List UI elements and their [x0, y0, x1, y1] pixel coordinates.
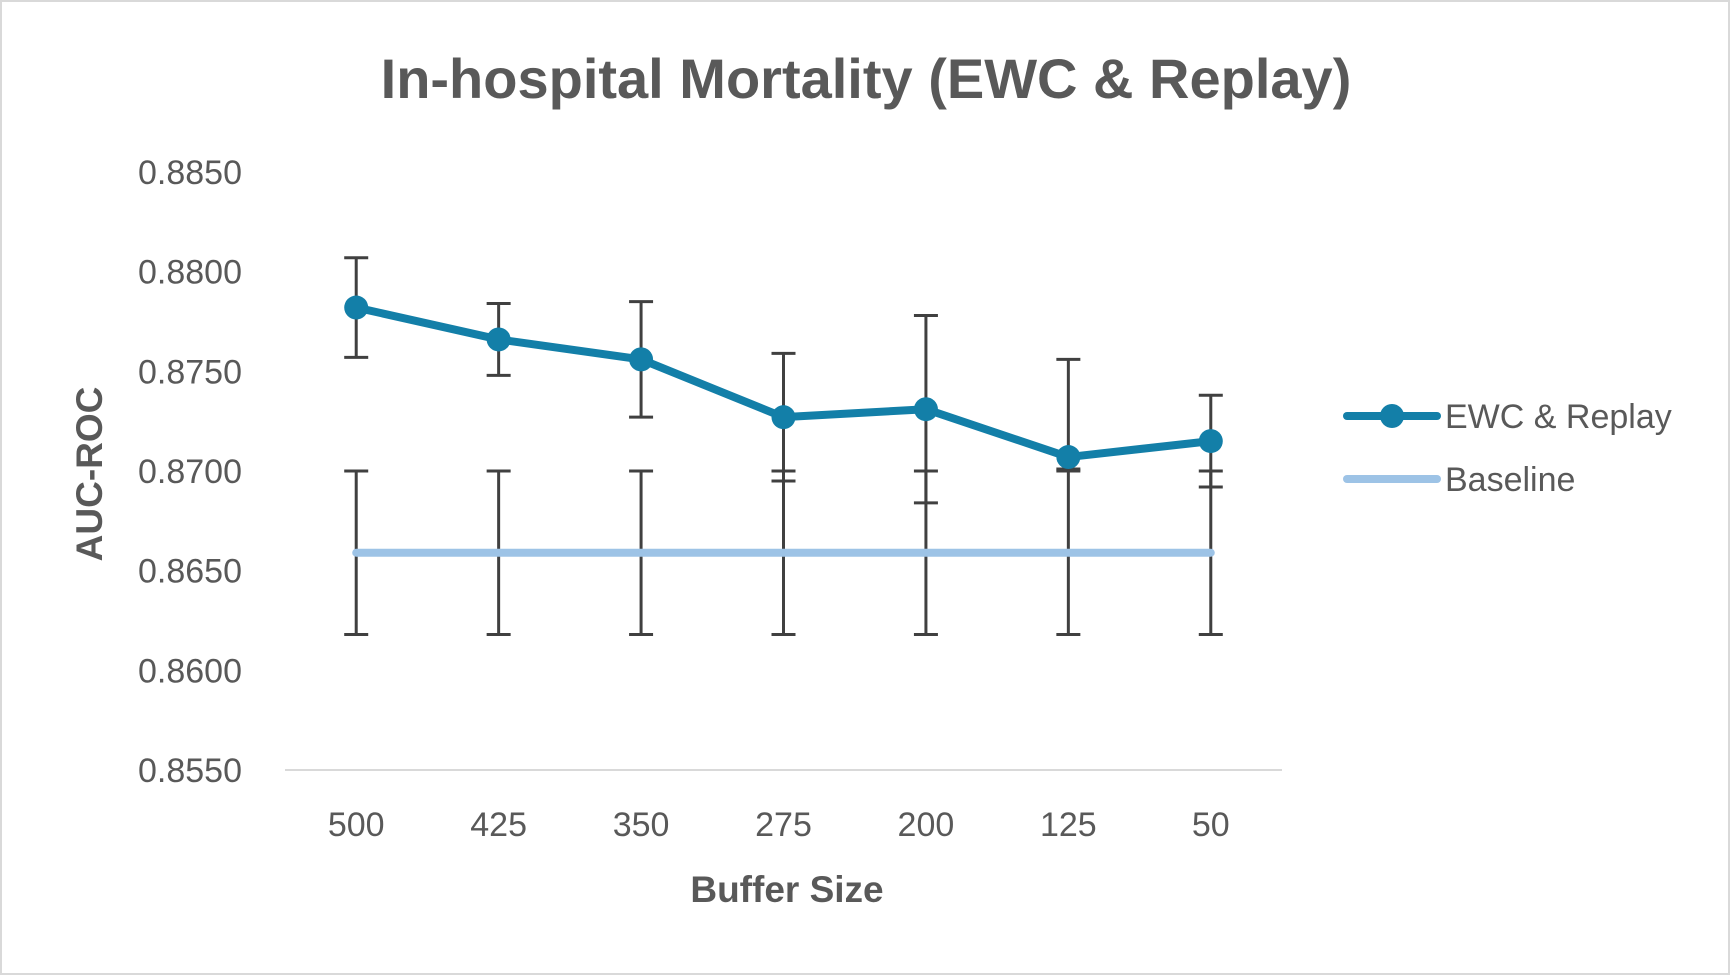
y-tick-label: 0.8750: [138, 353, 242, 391]
ewc-replay-error-bars: [344, 256, 1223, 505]
legend-label-ewc-replay: EWC & Replay: [1445, 398, 1672, 436]
ewc-replay-point: [913, 397, 938, 422]
y-tick-label: 0.8600: [138, 652, 242, 690]
ewc-replay-point: [629, 347, 654, 372]
legend: EWC & Replay Baseline: [1343, 398, 1672, 499]
y-tick-label: 0.8850: [138, 154, 242, 192]
y-tick-label: 0.8550: [138, 752, 242, 790]
x-axis-ticks: 500 425 350 275 200 125 50: [328, 806, 1230, 844]
ewc-replay-point: [344, 295, 369, 320]
x-tick-label: 200: [898, 806, 955, 844]
ewc-replay-point: [1056, 445, 1081, 470]
y-tick-label: 0.8700: [138, 453, 242, 491]
series-layer: [344, 256, 1223, 636]
x-axis-title: Buffer Size: [690, 869, 883, 910]
y-tick-label: 0.8650: [138, 553, 242, 591]
chart-title: In-hospital Mortality (EWC & Replay): [381, 47, 1352, 110]
y-axis-ticks: 0.8550 0.8600 0.8650 0.8700 0.8750 0.8800 0.88…: [138, 154, 242, 790]
legend-label-baseline: Baseline: [1445, 461, 1575, 499]
ewc-replay-point: [1198, 429, 1223, 454]
x-tick-label: 350: [613, 806, 670, 844]
x-tick-label: 425: [470, 806, 527, 844]
x-tick-label: 125: [1040, 806, 1097, 844]
x-tick-label: 500: [328, 806, 385, 844]
ewc-replay-point: [486, 327, 511, 352]
y-axis-title: AUC-ROC: [69, 387, 110, 562]
x-tick-label: 275: [755, 806, 812, 844]
ewc-replay-point: [771, 405, 796, 430]
y-tick-label: 0.8800: [138, 254, 242, 292]
legend-marker-ewc-replay: [1380, 404, 1404, 428]
x-tick-label: 50: [1192, 806, 1230, 844]
